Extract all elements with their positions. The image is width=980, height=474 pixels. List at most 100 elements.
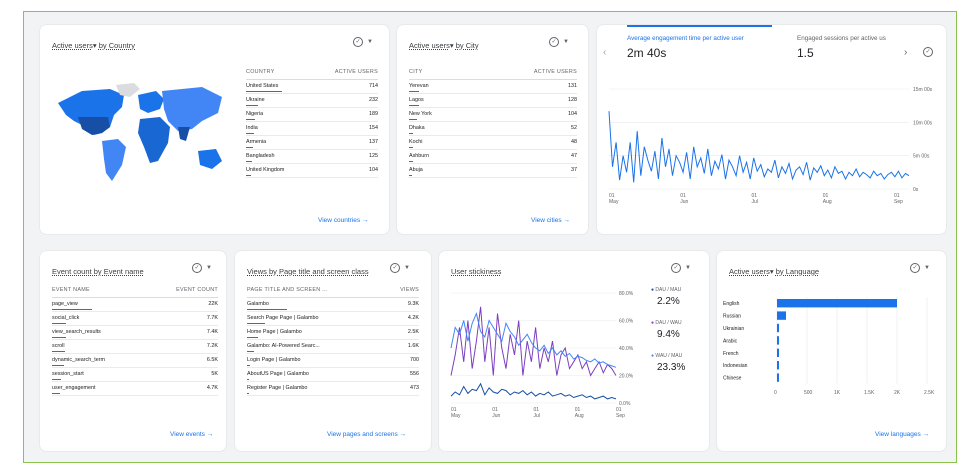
row-value: 189 [308, 107, 378, 122]
category-label: English [723, 301, 740, 307]
language-bar[interactable] [777, 323, 779, 333]
language-bar[interactable] [777, 299, 897, 308]
metric-engagement-time-label[interactable]: Average engagement time per active user [627, 35, 744, 42]
table-row[interactable]: Bangladesh 125 [246, 149, 378, 164]
table-row[interactable]: Home Page | Galambo 2.5K [247, 325, 419, 340]
check-circle-icon[interactable]: ✓ [671, 263, 681, 273]
row-value: 47 [467, 149, 577, 164]
table-row[interactable]: page_view 22K [52, 297, 218, 312]
table-row[interactable]: Login Page | Galambo 700 [247, 353, 419, 368]
card-controls[interactable]: ✓ ▼ [390, 263, 410, 273]
language-bar[interactable] [777, 348, 779, 357]
col-city[interactable]: CITY [409, 69, 468, 80]
title-dimension-country[interactable]: by Country [98, 41, 135, 50]
check-circle-icon[interactable]: ✓ [910, 263, 920, 273]
table-row[interactable]: dynamic_search_term 6.5K [52, 353, 218, 368]
row-label-text: Ukraine [246, 97, 265, 103]
table-row[interactable]: India 154 [246, 121, 378, 136]
table-row[interactable]: United Kingdom 104 [246, 163, 378, 178]
table-row[interactable]: Dhaka 52 [409, 121, 577, 136]
caret-down-icon[interactable]: ▼ [563, 39, 569, 45]
card-controls[interactable]: ✓ ▼ [353, 37, 373, 47]
table-row[interactable]: Ashburn 47 [409, 149, 577, 164]
table-row[interactable]: AboutUS Page | Galambo 556 [247, 367, 419, 382]
engagement-card: ‹ Average engagement time per active use… [597, 25, 946, 234]
table-row[interactable]: Galambo: AI-Powered Searc... 1.6K [247, 339, 419, 354]
row-bar [409, 160, 413, 162]
table-row[interactable]: Abuja 37 [409, 163, 577, 178]
view-pages-link[interactable]: View pages and screens → [327, 431, 407, 438]
card-controls[interactable]: ✓ ▼ [549, 37, 569, 47]
caret-down-icon[interactable]: ▼ [924, 265, 930, 271]
caret-down-icon[interactable]: ▼ [367, 39, 373, 45]
map-usa [78, 117, 110, 135]
table-row[interactable]: Search Page Page | Galambo 4.2K [247, 311, 419, 326]
row-bar [246, 160, 253, 162]
caret-down-icon[interactable]: ▼ [206, 265, 212, 271]
row-label: New York [409, 107, 468, 122]
col-country[interactable]: COUNTRY [246, 69, 309, 80]
table-row[interactable]: Yerevan 131 [409, 79, 577, 94]
col-active-users[interactable]: ACTIVE USERS [467, 69, 577, 80]
col-event-name[interactable]: EVENT NAME [52, 287, 145, 298]
row-bar [52, 336, 66, 338]
legend-dau-mau-label[interactable]: ● DAU / MAU [651, 287, 682, 293]
check-circle-icon[interactable]: ✓ [390, 263, 400, 273]
check-circle-icon[interactable]: ✓ [923, 47, 933, 57]
check-circle-icon[interactable]: ✓ [549, 37, 559, 47]
col-page-title[interactable]: PAGE TITLE AND SCREEN ... [247, 287, 387, 298]
view-languages-link[interactable]: View languages → [875, 431, 930, 438]
table-row[interactable]: Register Page | Galambo 473 [247, 381, 419, 396]
table-row[interactable]: scroll 7.2K [52, 339, 218, 354]
row-bar [247, 308, 287, 310]
table-row[interactable]: Ukraine 232 [246, 93, 378, 108]
row-label: social_click [52, 311, 145, 326]
row-value: 128 [467, 93, 577, 108]
metric-sessions-label[interactable]: Engaged sessions per active us [797, 35, 886, 42]
row-value: 52 [467, 121, 577, 136]
table-row[interactable]: session_start 5K [52, 367, 218, 382]
views-table: PAGE TITLE AND SCREEN ... VIEWS Galambo 9… [247, 287, 419, 396]
table-row[interactable]: United States 714 [246, 79, 378, 94]
col-event-count[interactable]: EVENT COUNT [144, 287, 218, 298]
table-row[interactable]: Kochi 48 [409, 135, 577, 150]
language-bar[interactable] [777, 311, 786, 320]
table-row[interactable]: Nigeria 189 [246, 107, 378, 122]
card-controls[interactable]: ✓ ▼ [192, 263, 212, 273]
row-value: 4.2K [386, 311, 419, 326]
row-label: Yerevan [409, 79, 468, 94]
table-row[interactable]: user_engagement 4.7K [52, 381, 218, 396]
title-dimension-city[interactable]: by City [455, 41, 479, 50]
check-circle-icon[interactable]: ✓ [353, 37, 363, 47]
map-south-america [102, 139, 126, 181]
table-row[interactable]: New York 104 [409, 107, 577, 122]
col-views[interactable]: VIEWS [386, 287, 419, 298]
caret-down-icon[interactable]: ▼ [685, 265, 691, 271]
event-card: Event count by Event name ✓ ▼ EVENT NAME… [40, 251, 226, 451]
legend-dau-wau-label[interactable]: ● DAU / WAU [651, 320, 682, 326]
table-row[interactable]: Lagos 128 [409, 93, 577, 108]
table-row[interactable]: Galambo 9.3K [247, 297, 419, 312]
table-row[interactable]: social_click 7.7K [52, 311, 218, 326]
card-controls[interactable]: ✓ ▼ [671, 263, 691, 273]
table-row[interactable]: view_search_results 7.4K [52, 325, 218, 340]
card-controls[interactable]: ✓ [923, 47, 933, 57]
card-controls[interactable]: ✓ ▼ [910, 263, 930, 273]
row-value: 7.7K [144, 311, 218, 326]
col-active-users[interactable]: ACTIVE USERS [308, 69, 378, 80]
view-events-link[interactable]: View events → [170, 431, 214, 438]
caret-down-icon[interactable]: ▼ [404, 265, 410, 271]
check-circle-icon[interactable]: ✓ [192, 263, 202, 273]
chevron-left-icon[interactable]: ‹ [603, 47, 607, 58]
row-label: Ashburn [409, 149, 468, 164]
title-dimension-language[interactable]: by Language [775, 267, 820, 276]
language-bar[interactable] [777, 336, 779, 345]
view-cities-link[interactable]: View cities → [531, 217, 570, 224]
view-countries-link[interactable]: View countries → [318, 217, 369, 224]
legend-wau-mau-label[interactable]: ● WAU / MAU [651, 353, 683, 359]
map-africa [138, 117, 170, 163]
language-bar[interactable] [777, 373, 779, 382]
chevron-right-icon[interactable]: › [904, 47, 908, 58]
table-row[interactable]: Armenia 137 [246, 135, 378, 150]
language-bar[interactable] [777, 361, 779, 370]
